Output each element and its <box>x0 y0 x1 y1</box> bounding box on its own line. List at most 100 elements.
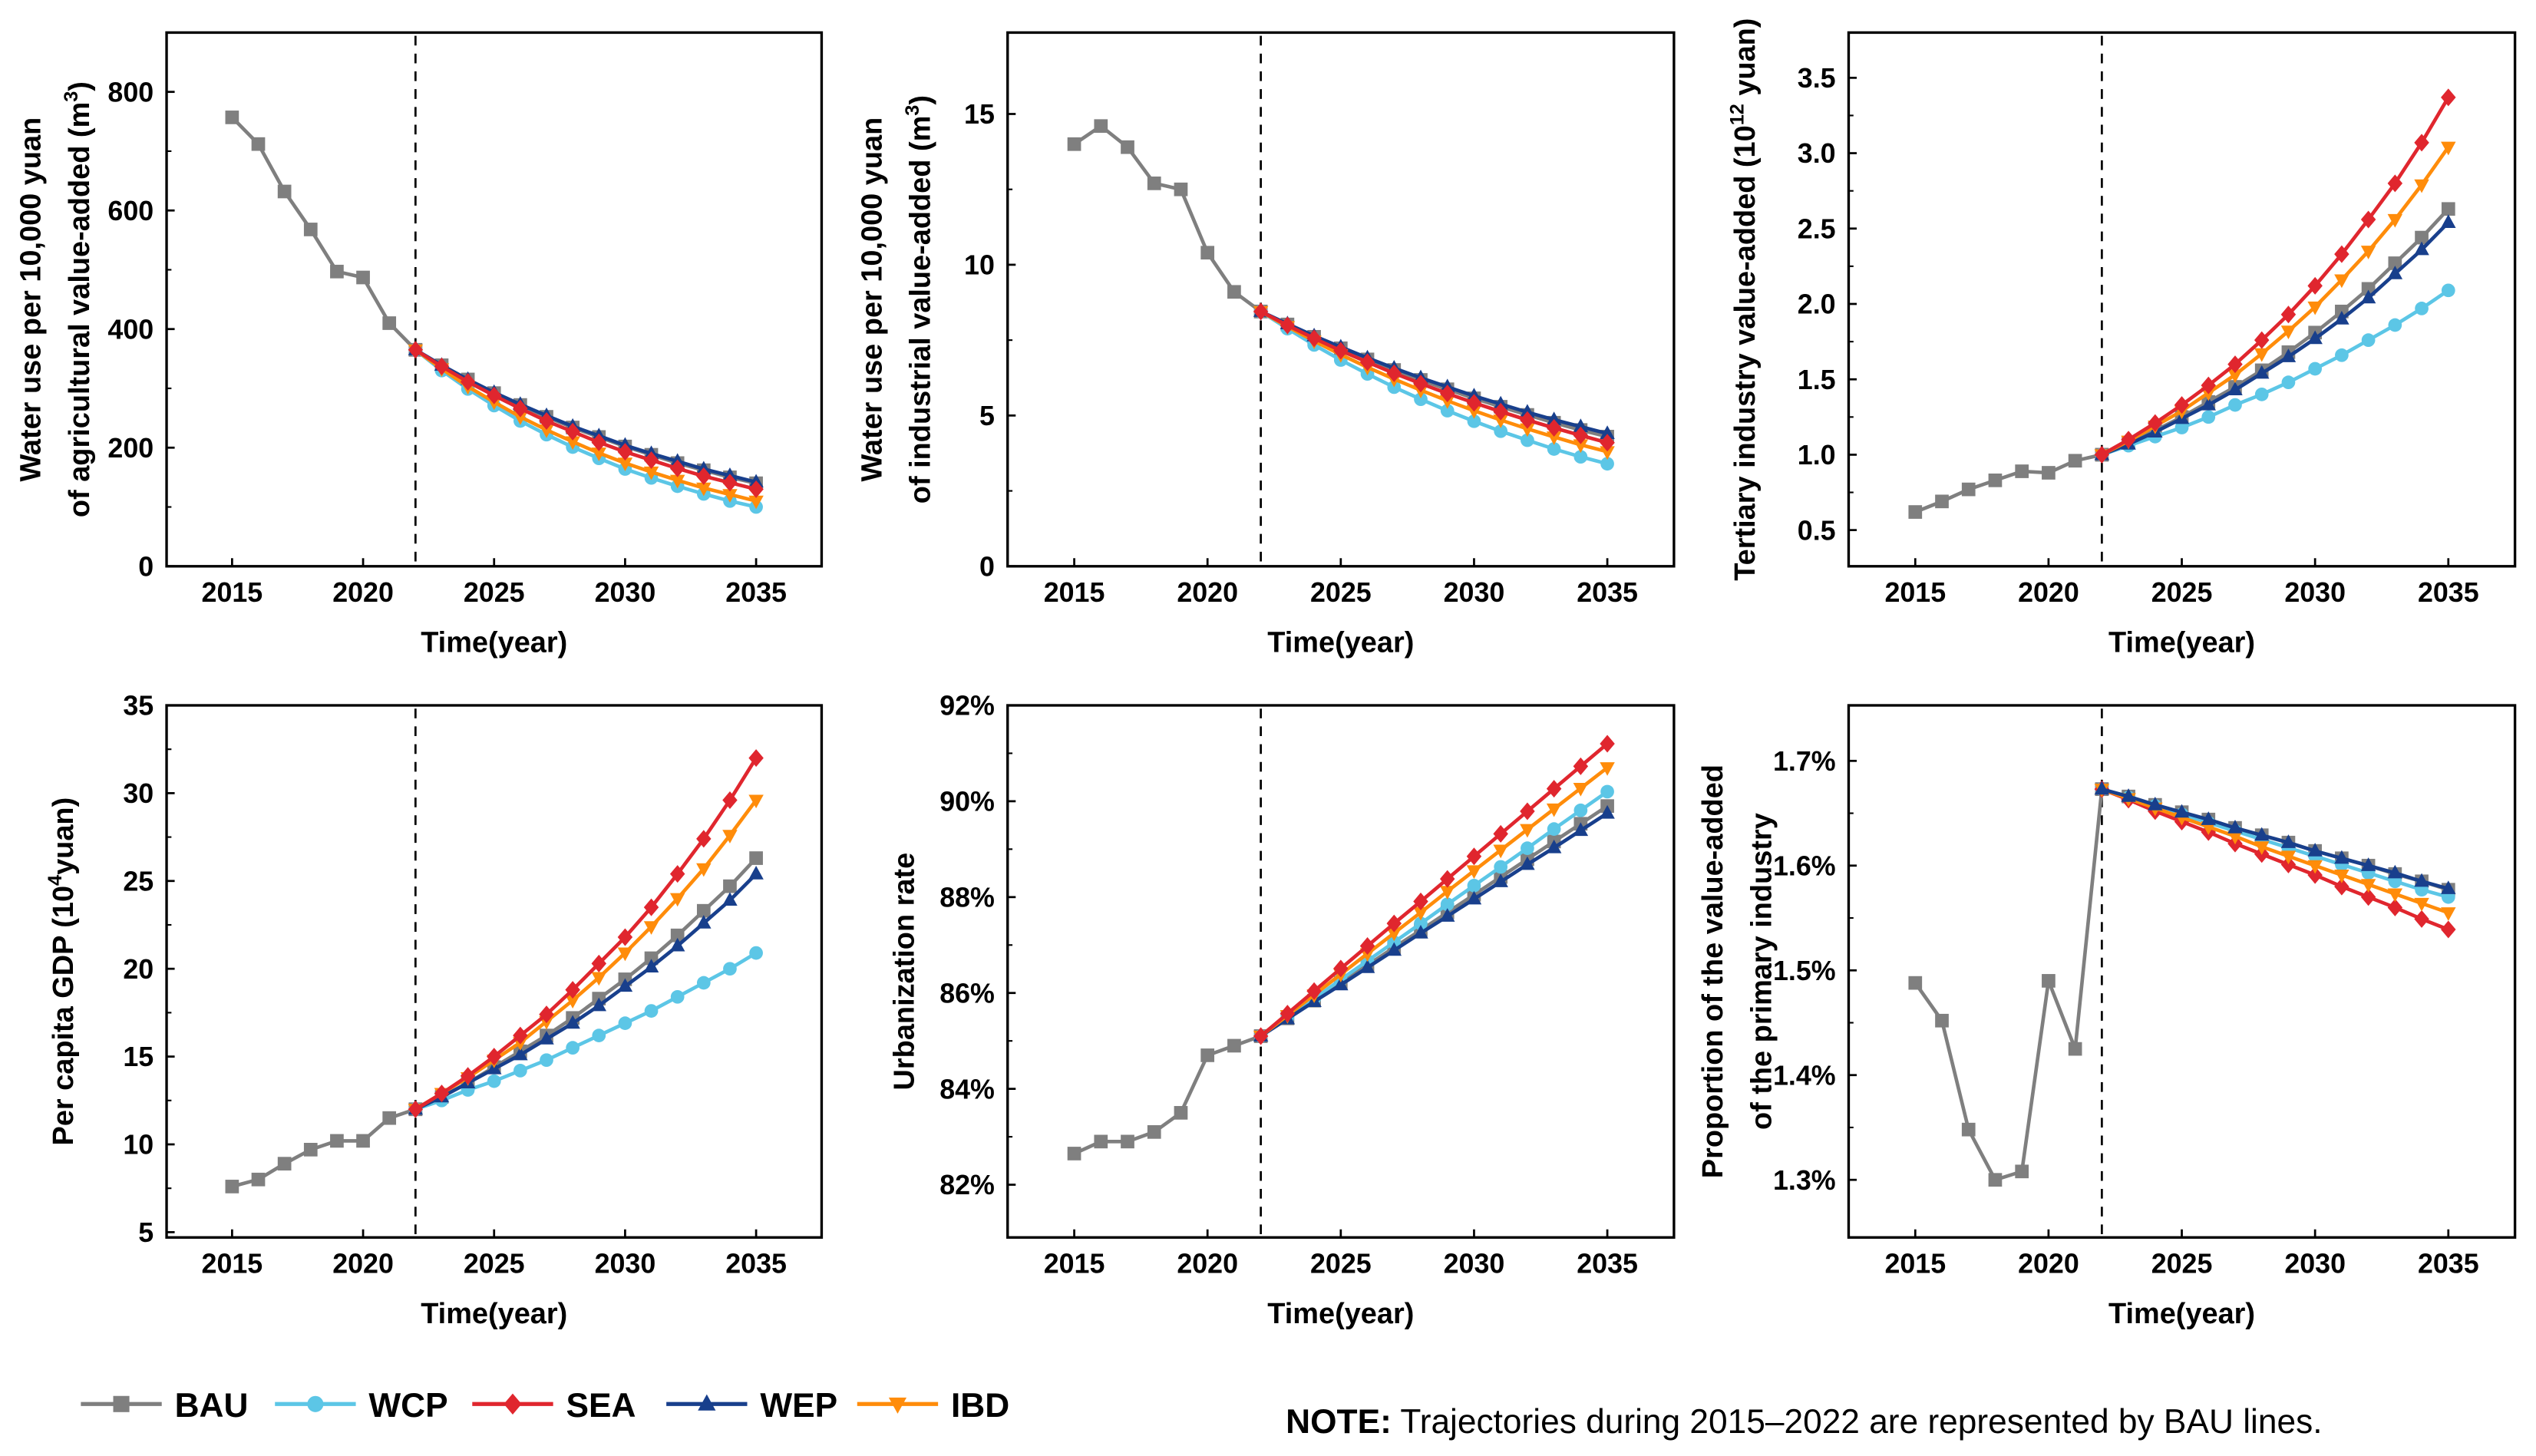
data-point-WCP <box>1573 450 1588 464</box>
y-axis-label-text: Proportion of the value-added <box>1697 764 1729 1178</box>
data-point-IBD <box>643 921 659 935</box>
chart-panel-1: 2015 2020 2025 2030 2035 0 200 400 600 800 Time(ye… <box>15 31 824 659</box>
data-point-IBD <box>1466 404 1482 419</box>
legend: BAU WCP SEA WEP IBD <box>81 1387 1009 1425</box>
data-point-IBD <box>1573 782 1589 797</box>
data-point-IBD <box>669 893 685 907</box>
data-point-BAU <box>1094 119 1108 134</box>
legend-marker-diamond <box>504 1393 522 1415</box>
x-tick-label: 2035 <box>2418 1249 2479 1279</box>
data-point-WEP <box>2201 811 2216 825</box>
y-axis-label: Water use per 10,000 yuan <box>856 117 888 482</box>
x-tick-label: 2030 <box>1444 1249 1505 1279</box>
data-point-WEP <box>2254 827 2270 841</box>
data-point-WEP <box>1333 976 1349 991</box>
data-point-IBD <box>696 482 712 497</box>
data-point-BAU <box>1067 1147 1081 1161</box>
x-tick-label: 2015 <box>202 577 263 608</box>
data-point-BAU <box>1988 1173 2003 1187</box>
y-tick-label: 1.0 <box>1798 440 1836 470</box>
data-point-BAU <box>749 851 763 865</box>
data-point-WEP <box>1439 908 1455 922</box>
data-point-WEP <box>617 978 633 992</box>
data-point-BAU <box>2015 1164 2029 1179</box>
data-point-WCP <box>1600 784 1614 799</box>
data-point-IBD <box>1546 803 1562 817</box>
data-point-BAU <box>1121 140 1134 154</box>
data-point-SEA <box>2227 355 2243 374</box>
data-point-IBD <box>2227 830 2243 845</box>
y-tick-label: 1.7% <box>1773 746 1836 777</box>
data-point-IBD <box>1520 824 1535 838</box>
data-point-IBD <box>2441 907 2456 921</box>
y-axis-label: Urbanization rate <box>889 853 921 1091</box>
data-point-WEP <box>696 915 712 929</box>
data-point-SEA <box>643 898 659 916</box>
data-point-IBD <box>748 495 764 510</box>
data-point-WEP <box>2387 864 2403 879</box>
x-tick-label: 2015 <box>202 1249 263 1279</box>
x-tick-label: 2020 <box>332 1249 394 1279</box>
data-point-WCP <box>670 989 685 1004</box>
legend-marker-circle <box>307 1395 324 1412</box>
y-tick-label: 2.5 <box>1798 213 1836 244</box>
x-axis-label: Time(year) <box>1267 1298 1414 1330</box>
data-point-WEP <box>591 997 607 1012</box>
data-point-BAU <box>382 1111 397 1125</box>
data-point-SEA <box>1306 329 1322 348</box>
plot-frame <box>1847 31 2517 568</box>
y-tick-label: 10 <box>123 1130 154 1161</box>
data-point-IBD <box>539 424 554 438</box>
y-tick-label: 82% <box>939 1170 995 1200</box>
data-point-WEP <box>2254 365 2270 379</box>
data-point-SEA <box>1520 411 1535 429</box>
x-tick-label: 2020 <box>1177 1249 1238 1279</box>
series-line-IBD <box>414 799 758 1111</box>
data-point-SEA <box>2387 898 2403 916</box>
plot-frame <box>165 31 824 568</box>
data-point-WCP <box>2228 398 2242 412</box>
data-point-WEP <box>1573 822 1589 837</box>
y-axis-label-text: of industrial value-added (m <box>905 116 937 503</box>
series-line-BAU-history <box>1073 124 1263 313</box>
y-tick-label: 92% <box>939 691 995 721</box>
y-axis-label-text: Water use per 10,000 yuan <box>856 117 888 482</box>
data-point-BAU <box>1121 1134 1134 1149</box>
y-axis-label-superscript: 12 <box>1727 104 1748 125</box>
y-axis-label-text: ) <box>64 81 96 91</box>
legend-marker-triangle-up <box>698 1394 716 1411</box>
data-point-IBD <box>2307 860 2323 874</box>
data-point-BAU <box>356 1134 370 1148</box>
y-tick-label: 25 <box>123 866 154 896</box>
data-point-BAU <box>2388 256 2402 270</box>
data-point-BAU <box>251 1172 266 1187</box>
x-tick-label: 2025 <box>464 1249 525 1279</box>
data-point-BAU <box>1174 182 1188 196</box>
legend-label: BAU <box>175 1387 249 1425</box>
legend-label: WEP <box>760 1387 837 1425</box>
data-point-IBD <box>565 436 580 451</box>
data-point-BAU <box>225 1180 239 1194</box>
legend-item-WEP: WEP <box>666 1387 837 1425</box>
data-point-IBD <box>1573 439 1589 454</box>
data-point-BAU <box>1961 482 1976 497</box>
data-point-SEA <box>591 954 607 972</box>
data-point-SEA <box>2360 210 2376 229</box>
data-point-BAU <box>1200 1048 1215 1062</box>
data-point-SEA <box>408 341 424 359</box>
data-point-IBD <box>591 972 607 986</box>
data-point-WCP <box>2254 388 2269 401</box>
data-point-IBD <box>2360 879 2376 893</box>
x-tick-label: 2030 <box>1444 577 1505 608</box>
data-point-BAU <box>1908 976 1923 990</box>
data-point-SEA <box>696 467 712 485</box>
data-point-WEP <box>722 892 738 906</box>
x-tick-label: 2015 <box>1044 577 1105 608</box>
data-point-IBD <box>2280 850 2297 865</box>
data-point-BAU <box>2441 202 2455 216</box>
y-axis-label: Per capita GDP (104yuan) <box>45 797 80 1146</box>
data-point-WCP <box>2388 318 2402 332</box>
data-point-WEP <box>1466 890 1482 905</box>
data-point-BAU <box>303 1143 318 1157</box>
y-axis-label-text: yuan) <box>1729 18 1762 104</box>
